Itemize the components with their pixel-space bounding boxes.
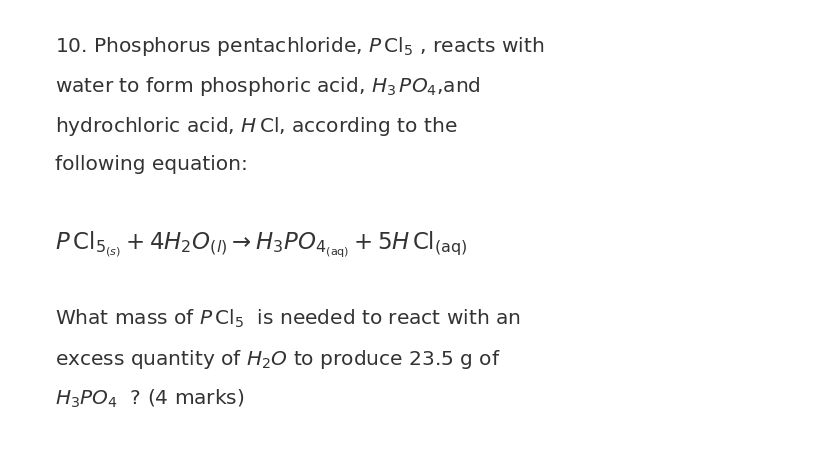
Text: $H_3PO_4$  ? (4 marks): $H_3PO_4$ ? (4 marks) <box>55 388 244 410</box>
Text: hydrochloric acid, $H\,\mathrm{Cl}$, according to the: hydrochloric acid, $H\,\mathrm{Cl}$, acc… <box>55 115 457 138</box>
Text: $P\,\mathrm{Cl}_{5_{(s)}} + 4H_2O_{(l)} \rightarrow H_3PO_{4_{(\mathrm{aq})}} + : $P\,\mathrm{Cl}_{5_{(s)}} + 4H_2O_{(l)} … <box>55 230 467 260</box>
Text: excess quantity of $H_2O$ to produce 23.5 g of: excess quantity of $H_2O$ to produce 23.… <box>55 348 500 371</box>
Text: following equation:: following equation: <box>55 155 247 174</box>
Text: What mass of $P\,\mathrm{Cl}_5$  is needed to react with an: What mass of $P\,\mathrm{Cl}_5$ is neede… <box>55 308 520 330</box>
Text: 10. Phosphorus pentachloride, $P\,\mathrm{Cl}_5$ , reacts with: 10. Phosphorus pentachloride, $P\,\mathr… <box>55 35 543 58</box>
Text: water to form phosphoric acid, $H_3\,PO_4$,and: water to form phosphoric acid, $H_3\,PO_… <box>55 75 480 98</box>
